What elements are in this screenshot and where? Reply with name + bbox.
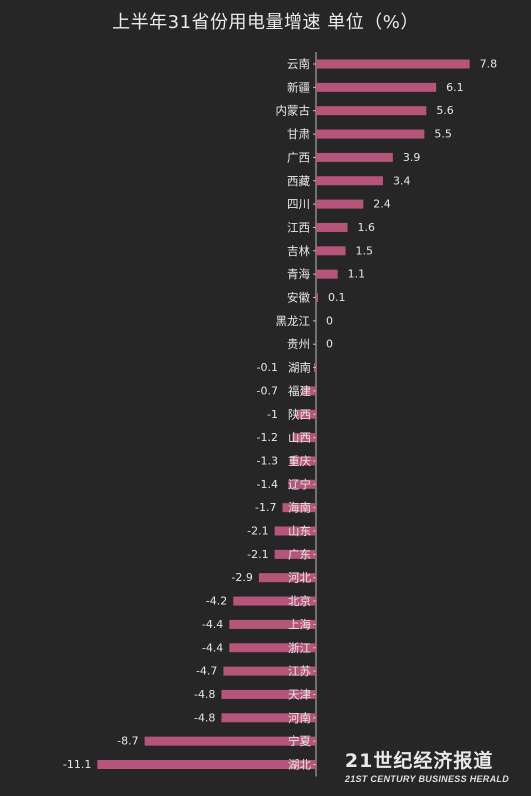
- watermark-main-text: 21世纪经济报道: [344, 750, 494, 772]
- category-label: 湖北: [288, 758, 311, 772]
- bar-7: [316, 199, 364, 209]
- category-label: 广西: [287, 150, 310, 164]
- category-label: 北京: [288, 594, 311, 608]
- category-label: 上海: [288, 617, 311, 631]
- bar-6: [316, 176, 383, 186]
- value-label: -1: [267, 408, 278, 421]
- bar-24: [233, 596, 316, 606]
- category-label: 河北: [288, 571, 311, 585]
- value-label: -2.1: [247, 525, 268, 538]
- bar-23: [258, 573, 316, 583]
- category-label: 宁夏: [288, 734, 311, 748]
- category-label: 安徽: [287, 291, 310, 305]
- category-label: 内蒙古: [276, 104, 311, 118]
- category-label: 青海: [287, 267, 310, 281]
- category-label: 新疆: [287, 80, 310, 94]
- bar-29: [221, 713, 316, 723]
- value-label: -0.1: [257, 361, 278, 374]
- value-label: 5.5: [434, 128, 452, 141]
- bar-22: [274, 549, 316, 559]
- bar-4: [316, 129, 425, 139]
- bar-3: [316, 106, 427, 116]
- bar-27: [223, 666, 316, 676]
- value-label: -1.4: [257, 478, 278, 491]
- bar-10: [316, 269, 338, 279]
- category-label: 广东: [288, 547, 311, 561]
- value-label: -1.3: [257, 454, 278, 467]
- bar-15: [302, 386, 316, 396]
- bar-16: [296, 409, 316, 419]
- category-label: 江苏: [288, 664, 311, 678]
- category-label: 河南: [288, 711, 311, 725]
- bar-18: [290, 456, 316, 466]
- bar-28: [221, 689, 316, 699]
- category-label: 黑龙江: [276, 314, 311, 328]
- category-label: 山东: [288, 524, 311, 538]
- value-label: -4.8: [194, 688, 215, 701]
- chart-title: 上半年31省份用电量增速 单位（%）: [112, 12, 419, 33]
- watermark-logo: 21世纪经济报道 21ST CENTURY BUSINESS HERALD: [345, 746, 509, 784]
- category-label: 浙江: [288, 641, 311, 655]
- category-label: 天津: [288, 687, 311, 701]
- category-label: 吉林: [287, 244, 310, 258]
- value-label: 6.1: [446, 81, 464, 94]
- value-label: -1.7: [255, 501, 276, 514]
- bar-8: [316, 222, 348, 232]
- value-label: -0.7: [257, 384, 278, 397]
- bar-30: [144, 736, 316, 746]
- value-label: 7.8: [480, 58, 498, 71]
- value-label: -4.7: [196, 665, 217, 678]
- bar-9: [316, 246, 346, 256]
- category-label: 海南: [288, 501, 311, 515]
- category-label: 贵州: [287, 337, 310, 351]
- value-label: -4.4: [202, 618, 223, 631]
- value-label: 3.9: [403, 151, 421, 164]
- value-label: -4.8: [194, 711, 215, 724]
- category-label: 山西: [288, 431, 311, 445]
- value-label: 3.4: [393, 174, 411, 187]
- value-label: 0: [326, 338, 333, 351]
- bar-26: [229, 643, 316, 653]
- category-label: 重庆: [288, 454, 311, 468]
- category-label: 甘肃: [287, 127, 310, 141]
- bar-31: [97, 760, 316, 769]
- category-label: 四川: [287, 197, 310, 211]
- bar-17: [292, 433, 316, 443]
- category-label: 湖南: [288, 361, 311, 375]
- bar-25: [229, 619, 316, 629]
- value-label: -2.9: [231, 571, 252, 584]
- category-label: 福建: [288, 384, 311, 398]
- value-label: 2.4: [373, 198, 391, 211]
- category-label: 西藏: [287, 174, 310, 188]
- value-label: -2.1: [247, 548, 268, 561]
- category-label: 云南: [287, 57, 310, 71]
- value-label: 1.1: [348, 268, 366, 281]
- watermark-sub-text: 21ST CENTURY BUSINESS HERALD: [344, 774, 509, 784]
- category-label: 辽宁: [288, 477, 311, 491]
- value-label: 0: [326, 314, 333, 327]
- value-label: 5.6: [436, 104, 454, 117]
- category-label: 江西: [287, 220, 310, 234]
- value-label: 1.5: [356, 244, 374, 257]
- value-label: 1.6: [358, 221, 376, 234]
- bar-21: [274, 526, 316, 536]
- value-label: -4.4: [202, 641, 223, 654]
- bar-20: [282, 503, 316, 513]
- bar-1: [316, 59, 470, 69]
- value-label: -11.1: [63, 758, 91, 771]
- bar-11: [316, 293, 318, 302]
- value-label: -8.7: [117, 735, 138, 748]
- bar-19: [288, 479, 316, 489]
- category-label: 陕西: [288, 407, 311, 421]
- bar-2: [316, 82, 437, 92]
- value-label: -1.2: [257, 431, 278, 444]
- value-label: -4.2: [206, 595, 227, 608]
- bar-5: [316, 152, 393, 162]
- value-label: 0.1: [328, 291, 346, 304]
